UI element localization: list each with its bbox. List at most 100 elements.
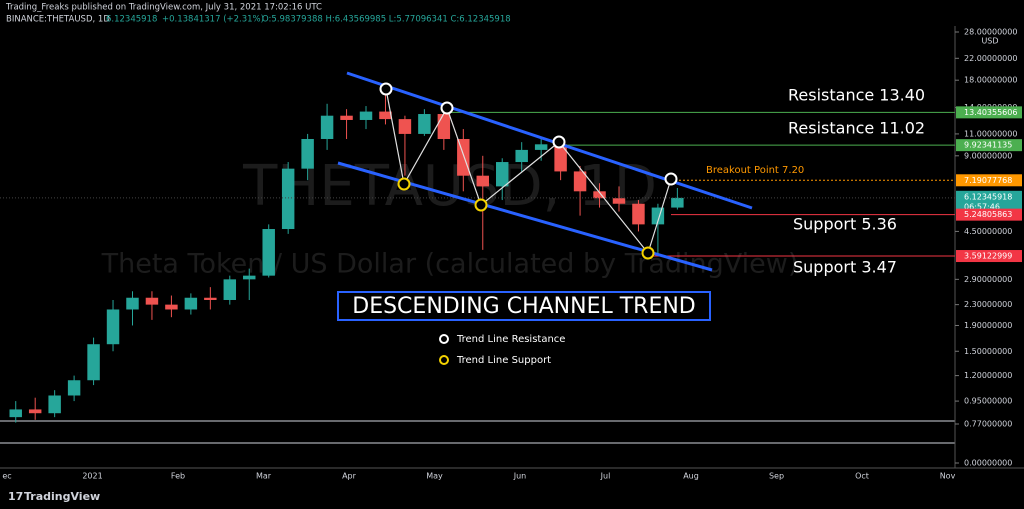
x-tick-label: ec (2, 472, 11, 481)
x-tick-label: Sep (769, 472, 784, 481)
candle-body (671, 197, 684, 208)
candle-body (281, 168, 295, 230)
candle-body (9, 409, 22, 418)
logo-mark: 17 (8, 490, 23, 503)
candle-body (165, 304, 178, 310)
y-tick-label: 9.00000000 (964, 151, 1012, 160)
candle-body (223, 279, 237, 300)
ohlc: O:5.98379388 H:6.43569985 L:5.77096341 C… (262, 15, 511, 25)
resistance-point (379, 82, 393, 96)
resistance-point (552, 135, 566, 149)
candle-body (106, 309, 120, 345)
candle-body (398, 119, 412, 134)
candle-body (437, 114, 451, 139)
resistance-point (440, 101, 454, 115)
candle-body (87, 344, 100, 381)
candle-body (301, 138, 314, 169)
x-tick-label: 2021 (82, 472, 102, 481)
legend-entry: Trend Line Support (456, 355, 551, 366)
footer-logo: TradingView (24, 490, 100, 503)
support-point (397, 177, 411, 191)
x-tick-label: Apr (342, 472, 357, 481)
level-price-value: 13.40355606 (964, 108, 1017, 117)
candle-body (262, 229, 275, 276)
x-tick-label: Jun (513, 472, 527, 481)
candle-body (379, 111, 392, 120)
y-tick-label: 0.00000000 (964, 459, 1012, 468)
candle-body (457, 138, 470, 176)
support-point (641, 246, 655, 260)
candle-body (554, 144, 567, 172)
x-tick-label: Aug (683, 472, 699, 481)
candle-body (573, 171, 587, 192)
candle-body (515, 149, 528, 163)
current-price-tag (956, 190, 1022, 213)
candle-body (593, 191, 606, 199)
legend-icon (439, 334, 449, 344)
resistance-point (664, 172, 678, 186)
legend-icon (439, 355, 449, 365)
level-price-value: 3.59122999 (964, 252, 1012, 261)
candle-body (359, 111, 373, 120)
candle-body (534, 144, 548, 150)
y-tick-label: 18.00000000 (964, 76, 1017, 85)
level-price-tag (956, 250, 1022, 263)
y-tick-label: 1.90000000 (964, 321, 1012, 330)
watermark-description: Theta Token / US Dollar (calculated by T… (101, 249, 799, 280)
y-tick-label: 2.90000000 (964, 275, 1012, 284)
candle-body (340, 115, 353, 120)
candle-body (476, 175, 489, 187)
y-tick-label: 4.50000000 (964, 227, 1012, 236)
y-tick-label: 2.30000000 (964, 300, 1012, 309)
level-price-value: 9.92341135 (964, 141, 1012, 150)
candle-body (67, 380, 81, 396)
support-points (397, 177, 655, 260)
y-tick-label: 0.95000000 (964, 397, 1012, 406)
x-tick-label: Jul (600, 472, 611, 481)
current-price-value: 6.12345918 (964, 192, 1012, 201)
x-tick-label: Nov (940, 472, 956, 481)
level-label: Breakout Point 7.20 (706, 165, 804, 176)
level-label: Support 3.47 (793, 258, 897, 277)
candle-body (320, 115, 334, 139)
candle-body (418, 114, 431, 134)
symbol: BINANCE:THETAUSD, 1D (6, 15, 110, 25)
title-box (337, 291, 711, 321)
level-label: Resistance 13.40 (788, 86, 925, 105)
y-tick-label: 11.00000000 (964, 129, 1017, 138)
level-price-value: 5.24805863 (964, 210, 1012, 219)
candles (9, 93, 684, 423)
candle-body (48, 395, 61, 414)
candle-body (243, 275, 256, 280)
level-price-tag (956, 208, 1022, 221)
channel-upper-line (346, 71, 753, 210)
y-tick-label: 1.50000000 (964, 347, 1012, 356)
x-tick-label: Feb (171, 472, 185, 481)
resistance-points (379, 82, 678, 186)
candle-body (184, 297, 198, 310)
candle-body (612, 198, 626, 204)
level-price-value: 7.19077768 (964, 176, 1012, 185)
candle-body (28, 409, 42, 414)
support-point (474, 198, 488, 212)
levels (0, 111, 955, 257)
currency: USD (981, 37, 998, 46)
price-axis: 28.0000000022.0000000018.0000000014.0000… (955, 28, 1022, 468)
y-tick-label: 1.20000000 (964, 371, 1012, 380)
x-tick-label: Mar (256, 472, 272, 481)
countdown: 06:57:46 (964, 202, 1000, 211)
candle-body (145, 297, 159, 305)
candle-body (204, 297, 217, 300)
level-label: Resistance 11.02 (788, 119, 925, 138)
candle-body (632, 203, 645, 225)
x-tick-label: May (426, 472, 443, 481)
candle-body (496, 162, 509, 187)
publisher-line: Trading_Freaks published on TradingView.… (5, 3, 322, 13)
change: +0.13841317 (+2.31%) (162, 15, 264, 25)
y-tick-label: 0.77000000 (964, 420, 1012, 429)
y-tick-label: 22.00000000 (964, 54, 1017, 63)
y-tick-label: 28.00000000 (964, 28, 1017, 37)
legend-entry: Trend Line Resistance (456, 334, 565, 345)
